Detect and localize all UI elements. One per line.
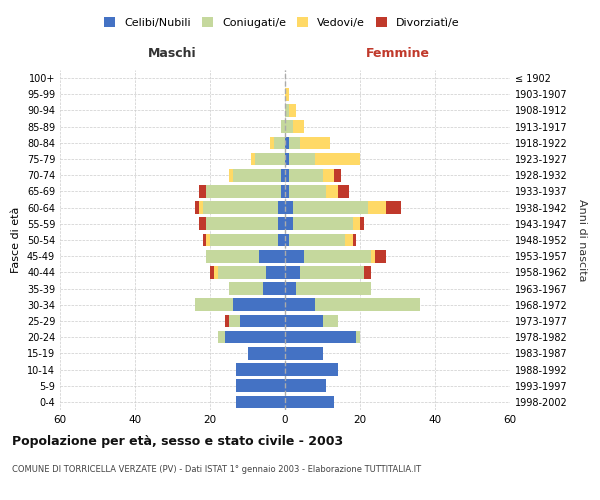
Bar xyxy=(386,202,401,214)
Bar xyxy=(233,298,285,311)
Bar xyxy=(199,218,206,230)
Legend: Celibi/Nubili, Coniugati/e, Vedovi/e, Divorziatì/e: Celibi/Nubili, Coniugati/e, Vedovi/e, Di… xyxy=(100,13,464,32)
Bar xyxy=(251,152,255,166)
Bar xyxy=(206,185,281,198)
Bar xyxy=(337,185,349,198)
Bar xyxy=(289,169,323,181)
Bar xyxy=(285,185,289,198)
Bar xyxy=(240,314,285,328)
Y-axis label: Fasce di età: Fasce di età xyxy=(11,207,21,273)
Bar xyxy=(300,266,364,278)
Bar xyxy=(277,234,285,246)
Bar xyxy=(218,331,225,344)
Bar xyxy=(289,104,296,117)
Bar xyxy=(233,169,281,181)
Bar xyxy=(353,218,360,230)
Bar xyxy=(285,218,293,230)
Bar xyxy=(285,88,289,101)
Bar xyxy=(281,120,285,133)
Bar xyxy=(281,185,285,198)
Bar xyxy=(214,266,218,278)
Bar xyxy=(195,298,233,311)
Bar xyxy=(285,314,323,328)
Bar xyxy=(367,202,386,214)
Bar xyxy=(270,136,274,149)
Bar xyxy=(300,136,330,149)
Bar xyxy=(206,234,210,246)
Bar xyxy=(293,202,367,214)
Bar xyxy=(199,202,203,214)
Bar xyxy=(195,202,199,214)
Bar xyxy=(206,218,277,230)
Bar xyxy=(285,152,289,166)
Bar xyxy=(323,314,337,328)
Bar xyxy=(315,298,420,311)
Text: COMUNE DI TORRICELLA VERZATE (PV) - Dati ISTAT 1° gennaio 2003 - Elaborazione TU: COMUNE DI TORRICELLA VERZATE (PV) - Dati… xyxy=(12,465,421,474)
Bar xyxy=(293,120,304,133)
Bar xyxy=(285,380,326,392)
Text: Femmine: Femmine xyxy=(365,48,430,60)
Bar xyxy=(375,250,386,262)
Bar xyxy=(345,234,353,246)
Bar xyxy=(206,250,259,262)
Bar xyxy=(285,202,293,214)
Bar xyxy=(236,396,285,408)
Bar xyxy=(334,169,341,181)
Bar xyxy=(285,363,337,376)
Bar xyxy=(371,250,375,262)
Bar xyxy=(285,169,289,181)
Bar xyxy=(356,331,360,344)
Bar xyxy=(281,169,285,181)
Bar xyxy=(285,234,289,246)
Bar xyxy=(203,234,206,246)
Bar xyxy=(364,266,371,278)
Bar xyxy=(285,104,289,117)
Bar xyxy=(277,202,285,214)
Bar xyxy=(285,331,356,344)
Bar xyxy=(236,380,285,392)
Bar xyxy=(289,152,315,166)
Bar xyxy=(315,152,360,166)
Bar xyxy=(199,185,206,198)
Bar xyxy=(274,136,285,149)
Bar xyxy=(255,152,285,166)
Bar xyxy=(293,218,353,230)
Bar xyxy=(353,234,356,246)
Bar xyxy=(225,331,285,344)
Bar xyxy=(326,185,337,198)
Bar xyxy=(285,298,315,311)
Bar xyxy=(304,250,371,262)
Bar xyxy=(229,314,240,328)
Bar xyxy=(229,169,233,181)
Bar xyxy=(218,266,266,278)
Bar xyxy=(289,234,345,246)
Text: Popolazione per età, sesso e stato civile - 2003: Popolazione per età, sesso e stato civil… xyxy=(12,435,343,448)
Bar xyxy=(236,363,285,376)
Bar xyxy=(259,250,285,262)
Bar xyxy=(266,266,285,278)
Text: Maschi: Maschi xyxy=(148,48,197,60)
Bar xyxy=(285,120,293,133)
Y-axis label: Anni di nascita: Anni di nascita xyxy=(577,198,587,281)
Bar xyxy=(289,136,300,149)
Bar xyxy=(285,266,300,278)
Bar xyxy=(285,136,289,149)
Bar xyxy=(289,185,326,198)
Bar xyxy=(285,250,304,262)
Bar xyxy=(323,169,334,181)
Bar xyxy=(248,347,285,360)
Bar xyxy=(210,234,277,246)
Bar xyxy=(229,282,263,295)
Bar xyxy=(210,266,214,278)
Bar xyxy=(203,202,277,214)
Bar xyxy=(285,347,323,360)
Bar xyxy=(277,218,285,230)
Bar xyxy=(285,396,334,408)
Bar xyxy=(285,282,296,295)
Bar xyxy=(296,282,371,295)
Bar xyxy=(225,314,229,328)
Bar xyxy=(360,218,364,230)
Bar xyxy=(263,282,285,295)
